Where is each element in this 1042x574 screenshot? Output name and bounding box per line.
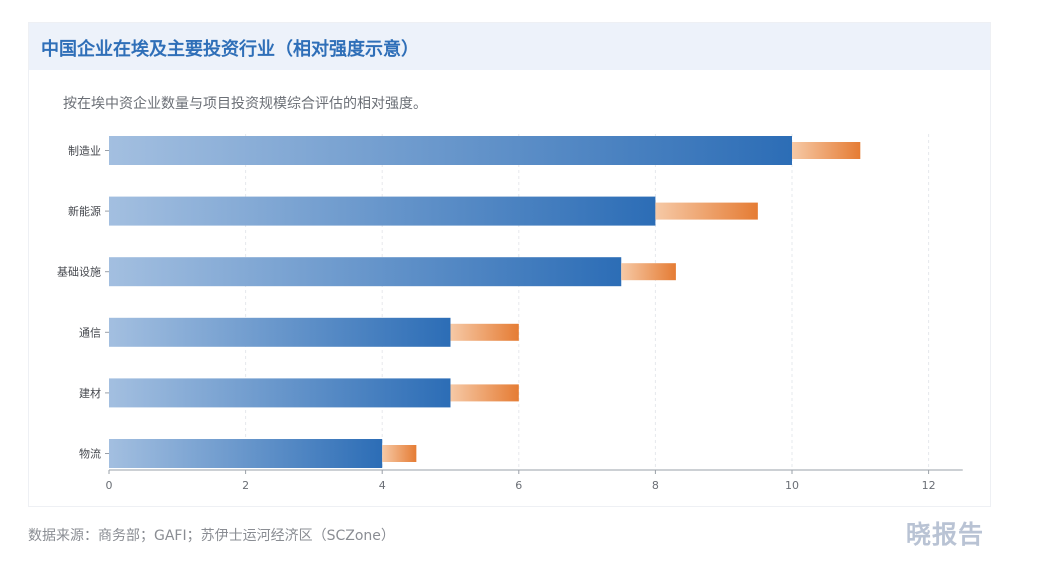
x-tick-label: 8	[652, 479, 659, 492]
category-label: 通信	[79, 326, 101, 339]
bar-main	[109, 136, 792, 165]
bar-extension	[621, 263, 676, 281]
x-tick-label: 2	[242, 479, 249, 492]
x-tick-label: 10	[785, 479, 799, 492]
x-tick-label: 0	[106, 479, 113, 492]
x-tick-label: 6	[515, 479, 522, 492]
bar-main	[109, 257, 622, 287]
bar-extension	[450, 323, 519, 341]
category-label: 新能源	[68, 204, 101, 218]
category-label: 建材	[79, 386, 101, 400]
card-header: 中国企业在埃及主要投资行业（相对强度示意）	[29, 23, 990, 70]
data-source: 数据来源：商务部；GAFI；苏伊士运河经济区（SCZone）	[28, 528, 395, 544]
category-label: 制造业	[68, 144, 101, 158]
grid-layer	[245, 134, 930, 470]
category-label: 基础设施	[57, 266, 101, 279]
bar-main	[109, 196, 656, 226]
brand-logo: 晓报告	[906, 520, 985, 549]
x-tick-label: 12	[922, 479, 936, 492]
bar-extension	[450, 384, 519, 402]
bar-main	[109, 378, 451, 408]
bar-layer	[109, 136, 861, 468]
bar-main	[109, 317, 451, 347]
x-tick-label: 4	[379, 479, 386, 492]
chart-title: 中国企业在埃及主要投资行业（相对强度示意）	[41, 39, 419, 60]
chart-subtitle: 按在埃中资企业数量与项目投资规模综合评估的相对强度。	[63, 96, 427, 112]
bar-main	[109, 439, 383, 468]
bar-extension	[382, 445, 417, 462]
bar-extension	[655, 202, 758, 220]
category-label: 物流	[79, 447, 101, 461]
bar-extension	[792, 142, 861, 159]
